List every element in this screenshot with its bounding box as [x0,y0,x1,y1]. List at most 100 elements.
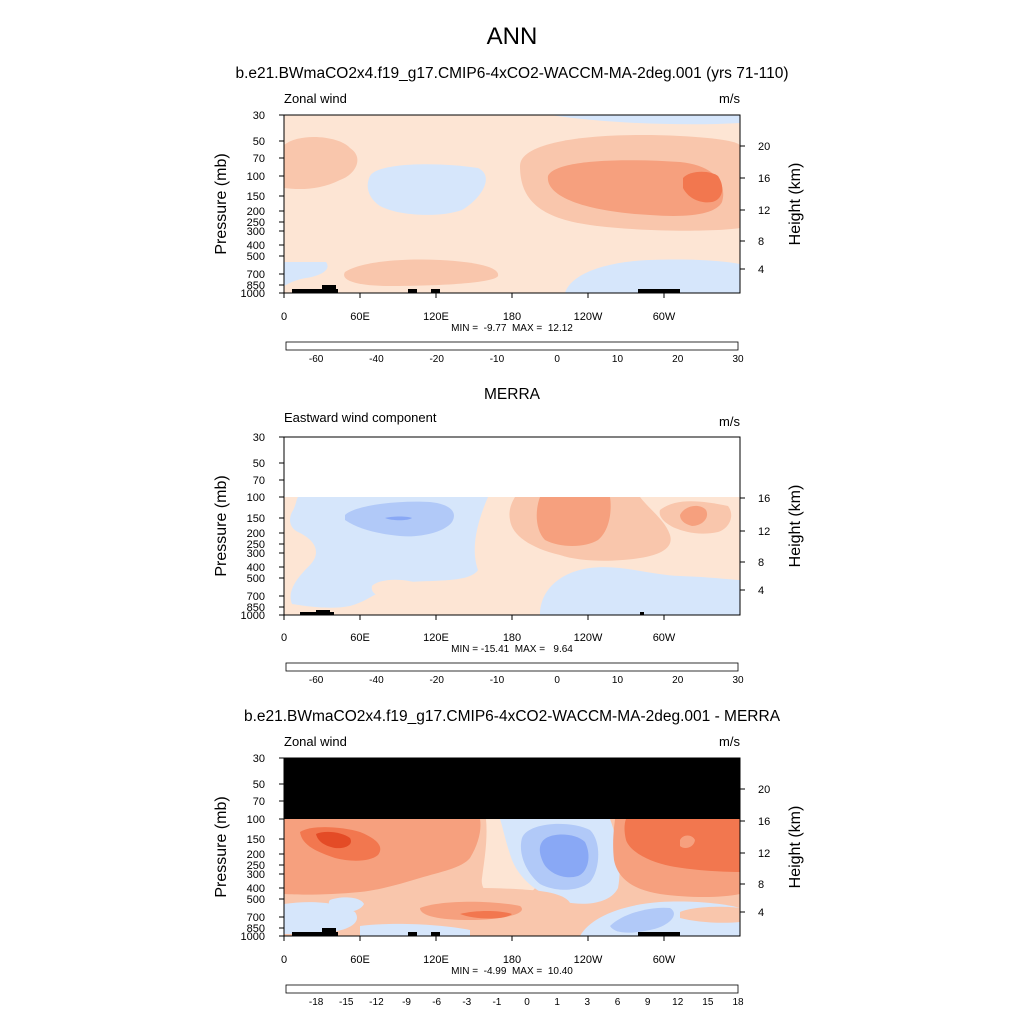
contour-fill [460,911,512,919]
panel-title: b.e21.BWmaCO2x4.f19_g17.CMIP6-4xCO2-WACC… [244,708,781,725]
y-tick-label: 1000 [241,288,265,300]
y-tick-label: 70 [253,153,265,165]
y-axis-title: Pressure (mb) [213,153,230,254]
topography-block [638,932,680,936]
min-max-stats: MIN = -9.77 MAX = 12.12 [451,323,573,334]
colorbar-label: -18 [309,997,324,1008]
colorbar-label: 0 [524,997,530,1008]
topography-block [431,932,440,936]
topography-block [292,932,338,936]
y2-tick-label: 16 [758,173,770,185]
topography-block [408,932,417,936]
x-tick-label: 60W [653,632,676,644]
x-tick-label: 120E [423,632,449,644]
panel-model: b.e21.BWmaCO2x4.f19_g17.CMIP6-4xCO2-WACC… [213,65,804,365]
colorbar-label: 0 [554,675,560,686]
contour-fill [680,835,695,848]
colorbar-label: 18 [732,997,744,1008]
topography-block [322,285,336,293]
contour-fill [536,497,611,546]
colorbar-label: -40 [369,675,384,686]
panel-variable-label: Zonal wind [284,91,347,106]
colorbar-label: 12 [672,997,684,1008]
pressure-axis: 30 50 70 100 150 200 250 300 400 500 700… [241,432,284,622]
x-tick-label: 180 [503,632,521,644]
topography-block [322,928,336,936]
panel-units-label: m/s [719,91,740,106]
y-tick-label: 150 [247,191,265,203]
y2-tick-label: 20 [758,141,770,153]
y2-tick-label: 20 [758,784,770,796]
contour-fill [385,516,412,521]
min-max-stats: MIN = -4.99 MAX = 10.40 [451,966,573,977]
y-tick-label: 400 [247,883,265,895]
topography-mask [292,285,680,293]
y-tick-label: 250 [247,217,265,229]
colorbar-label: 15 [702,997,714,1008]
colorbar-label: 20 [672,354,684,365]
y2-tick-label: 12 [758,205,770,217]
y-tick-label: 850 [247,280,265,292]
contour-fill [680,906,740,923]
longitude-axis: 0 60E 120E 180 120W 60W [281,293,676,323]
topography-mask [292,928,680,936]
colorbar-label: 9 [645,997,651,1008]
x-tick-label: 180 [503,954,521,966]
topography-mask [300,610,644,615]
y2-tick-label: 16 [758,816,770,828]
y-tick-label: 1000 [241,931,265,943]
x-tick-label: 60E [350,954,370,966]
y-tick-label: 50 [253,458,265,470]
contour-fill [680,505,708,526]
x-tick-label: 120E [423,954,449,966]
x-tick-label: 120W [574,632,603,644]
contour-fill [360,923,470,936]
colorbar-label: 20 [672,675,684,686]
y2-tick-label: 16 [758,493,770,505]
y2-tick-label: 12 [758,526,770,538]
contour-fill [367,164,486,215]
colorbar-label: 10 [612,675,624,686]
y-tick-label: 100 [247,492,265,504]
topography-block [316,610,330,615]
y-tick-label: 850 [247,923,265,935]
y2-axis-title: Height (km) [787,163,804,246]
colorbar-label: -3 [462,997,471,1008]
y2-tick-label: 8 [758,236,764,248]
panel-title: MERRA [484,386,541,403]
y-tick-label: 200 [247,206,265,218]
panel-difference: b.e21.BWmaCO2x4.f19_g17.CMIP6-4xCO2-WACC… [213,708,804,1008]
colorbar: -18 -15 -12 -9 -6 -3 -1 0 1 3 6 9 12 15 18 [285,984,744,1008]
colorbar-label: -10 [490,675,505,686]
contour-fill [540,567,740,615]
x-tick-label: 0 [281,954,287,966]
y-tick-label: 500 [247,251,265,263]
y2-tick-label: 8 [758,879,764,891]
contour-fill [284,262,328,286]
colorbar-label: -12 [369,997,384,1008]
y-tick-label: 150 [247,513,265,525]
colorbar: -60 -40 -20 -10 0 10 20 30 [285,341,744,365]
y-tick-label: 1000 [241,610,265,622]
y-tick-label: 200 [247,849,265,861]
contour-fill [344,259,499,286]
y-tick-label: 250 [247,539,265,551]
y-tick-label: 500 [247,573,265,585]
contour-fill [610,907,674,933]
contour-fill [565,259,740,293]
contour-fill [316,831,351,849]
x-tick-label: 60E [350,311,370,323]
y2-axis-title: Height (km) [787,806,804,889]
pressure-axis: 30 50 70 100 150 200 250 300 400 500 700… [241,110,284,300]
contour-fill [284,136,358,190]
y-tick-label: 400 [247,240,265,252]
colorbar-label: 0 [554,354,560,365]
y-tick-label: 250 [247,860,265,872]
y-tick-label: 70 [253,475,265,487]
page-title: ANN [487,23,538,50]
y2-tick-label: 4 [758,264,764,276]
colorbar-label: -60 [309,675,324,686]
pressure-axis: 30 50 70 100 150 200 250 300 400 500 700… [241,753,284,943]
no-data-region [284,758,740,819]
y-tick-label: 70 [253,796,265,808]
